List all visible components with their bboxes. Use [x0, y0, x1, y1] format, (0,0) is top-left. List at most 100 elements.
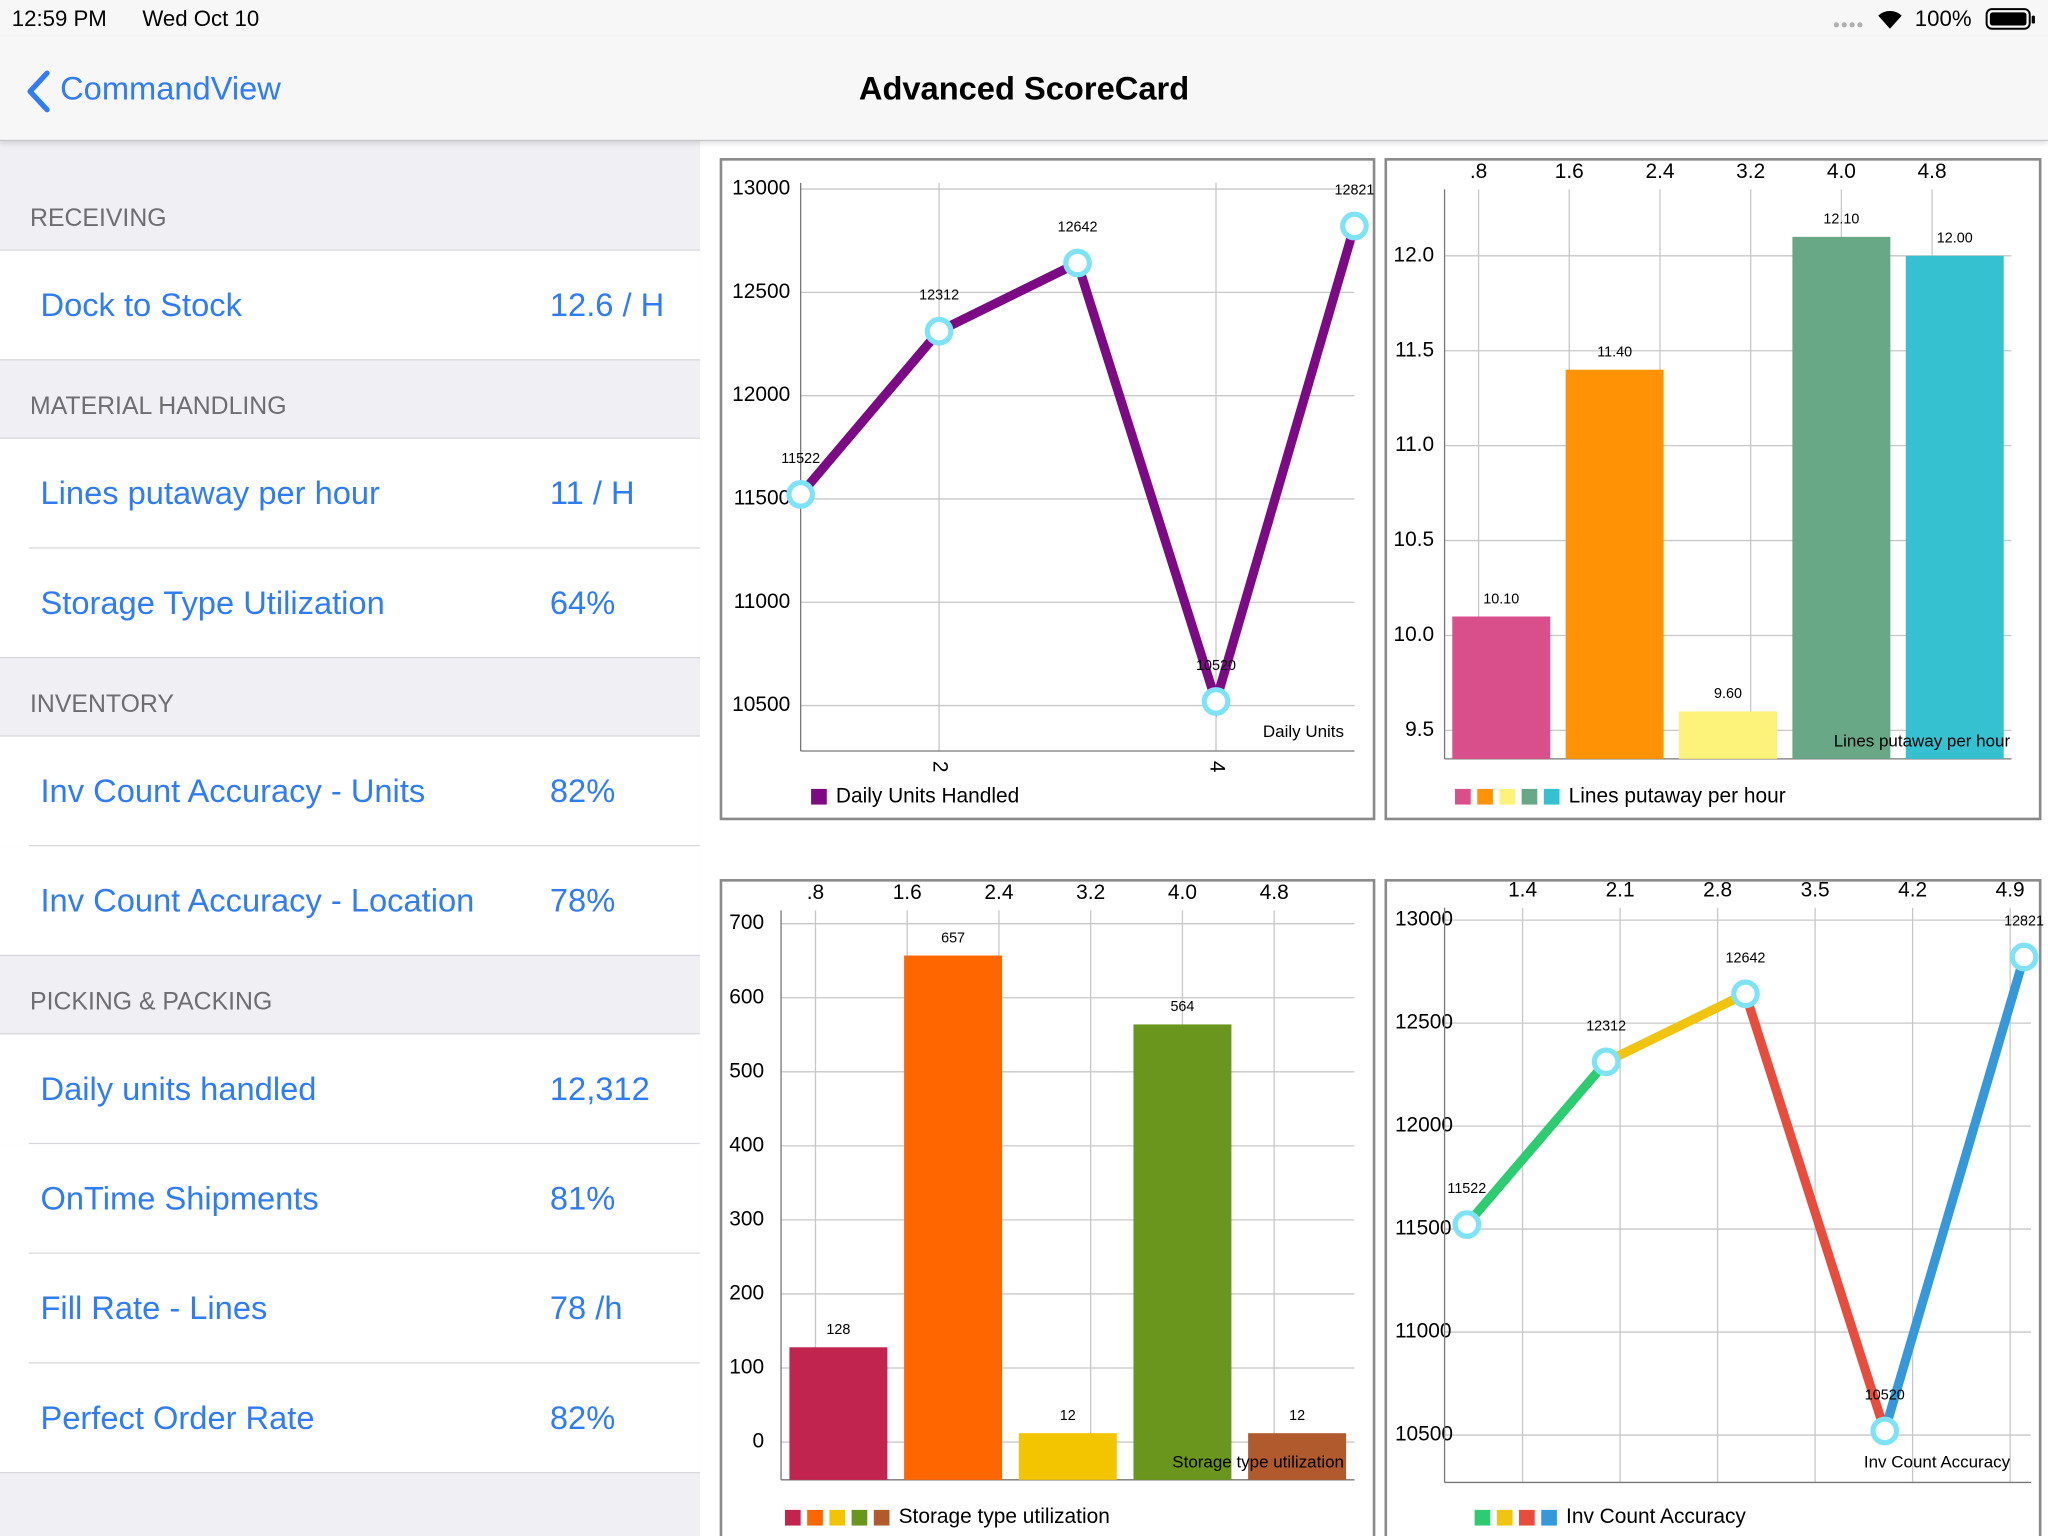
line-segment: [1741, 992, 1890, 1433]
row-label[interactable]: Fill Rate - Lines: [40, 1290, 268, 1328]
y-tick-label: 0: [752, 1430, 764, 1453]
row-label[interactable]: Dock to Stock: [40, 287, 242, 324]
separator: [28, 1142, 701, 1145]
bar: [789, 1347, 888, 1480]
x-tick-label: 1.6: [893, 881, 922, 904]
section-header: MATERIAL HANDLING: [0, 360, 701, 439]
y-tick-label: 500: [729, 1059, 764, 1082]
list-row[interactable]: Perfect Order Rate 82%: [0, 1363, 701, 1474]
sidebar: RECEIVING Dock to Stock 12.6 / H MATERIAL H…: [0, 139, 701, 1536]
legend-swatch: [1496, 1509, 1513, 1526]
row-label[interactable]: Perfect Order Rate: [40, 1400, 315, 1437]
row-value[interactable]: 82%: [549, 773, 616, 810]
point-marker: [1201, 687, 1231, 716]
x-tick-label: 3.2: [1736, 160, 1765, 183]
nav-title: Advanced ScoreCard: [858, 70, 1190, 108]
x-tick-label: 4.0: [1827, 160, 1856, 183]
back-chevron[interactable]: [24, 69, 53, 113]
legend-label: Lines putaway per hour: [1569, 784, 1786, 807]
row-value[interactable]: 12,312: [549, 1071, 650, 1108]
value-label: 12: [1289, 1408, 1305, 1424]
y-tick-label: 400: [729, 1133, 764, 1156]
date: Wed Oct 10: [142, 6, 260, 32]
legend-swatch: [1521, 788, 1538, 805]
row-value[interactable]: 82%: [549, 1400, 616, 1437]
row-value[interactable]: 78%: [549, 882, 616, 920]
x-tick-label: 1.6: [1555, 160, 1584, 183]
y-tick-label: 11500: [1395, 1217, 1452, 1240]
y-tick-label: 12000: [732, 383, 790, 406]
x-tick-label: 2: [929, 761, 952, 773]
value-label: 11522: [1447, 1181, 1486, 1197]
bar: [1133, 1024, 1232, 1480]
value-label: 12821: [2004, 914, 2044, 930]
row-value[interactable]: 78 /h: [549, 1290, 623, 1328]
bar: [904, 955, 1003, 1480]
row-value[interactable]: 81%: [549, 1180, 616, 1218]
point-marker: [2009, 942, 2039, 972]
value-label: 12312: [1586, 1018, 1626, 1034]
x-tick-label: .8: [807, 881, 824, 904]
bar: [1679, 711, 1777, 759]
value-label: 11.40: [1597, 345, 1632, 361]
value-label: 12821: [1334, 183, 1374, 199]
row-value[interactable]: 64%: [549, 585, 616, 622]
y-tick-label: 10.0: [1393, 623, 1434, 646]
separator: [0, 656, 701, 659]
back-button[interactable]: CommandView: [60, 70, 281, 108]
value-label: 9.60: [1714, 686, 1742, 702]
list-row[interactable]: Storage Type Utilization 64%: [0, 548, 701, 659]
row-label[interactable]: Daily units handled: [40, 1071, 317, 1108]
list-row[interactable]: Dock to Stock 12.6 / H: [0, 250, 701, 361]
separator: [28, 547, 701, 549]
status-icons: [1833, 10, 1902, 29]
battery-icon: [1985, 8, 2035, 30]
row-label[interactable]: Lines putaway per hour: [40, 475, 380, 512]
y-tick-label: 700: [729, 911, 764, 934]
y-tick-label: 11000: [734, 590, 791, 613]
value-label: 12: [1060, 1408, 1076, 1424]
legend-label: Inv Count Accuracy: [1566, 1505, 1746, 1528]
legend-swatch: [811, 788, 827, 805]
point-marker: [786, 480, 816, 509]
legend-swatch: [1499, 788, 1516, 805]
point-marker: [1870, 1416, 1900, 1446]
battery-text: 100%: [1914, 6, 1972, 32]
list-row[interactable]: Lines putaway per hour 11 / H: [0, 438, 701, 549]
value-label: 564: [1170, 999, 1194, 1015]
list-row[interactable]: Fill Rate - Lines 78 /h: [0, 1253, 701, 1364]
row-label[interactable]: Storage Type Utilization: [40, 585, 385, 622]
annotation: Inv Count Accuracy: [1864, 1452, 2011, 1471]
list-row[interactable]: Inv Count Accuracy - Location 78%: [0, 846, 701, 957]
y-tick-label: 11000: [1395, 1320, 1452, 1343]
legend-swatch: [1543, 788, 1560, 805]
separator: [28, 1252, 701, 1254]
value-label: 12.10: [1823, 212, 1859, 228]
row-label[interactable]: OnTime Shipments: [40, 1180, 319, 1218]
value-label: 12642: [1725, 950, 1765, 966]
separator: [0, 954, 701, 957]
section-header: PICKING & PACKING: [0, 956, 701, 1035]
y-tick-label: 12000: [1395, 1114, 1453, 1137]
list-row[interactable]: Daily units handled 12,312: [0, 1034, 701, 1145]
row-value[interactable]: 11 / H: [549, 475, 635, 512]
y-tick-label: 10500: [732, 693, 790, 716]
y-tick-label: 12.0: [1393, 243, 1434, 266]
row-value[interactable]: 12.6 / H: [549, 287, 665, 324]
x-tick-label: .8: [1470, 160, 1487, 183]
line-segment: [1463, 1058, 1610, 1228]
row-label[interactable]: Inv Count Accuracy - Location: [40, 882, 475, 920]
section-header: INVENTORY: [0, 658, 701, 737]
x-tick-label: 1.4: [1508, 878, 1537, 901]
row-label[interactable]: Inv Count Accuracy - Units: [40, 773, 426, 810]
list-row[interactable]: Inv Count Accuracy - Units 82%: [0, 736, 701, 847]
y-tick-label: 11.5: [1395, 338, 1434, 361]
value-label: 657: [941, 930, 965, 946]
chart-frame: [1384, 879, 2042, 1536]
x-tick-label: 4: [1205, 761, 1228, 773]
list-row[interactable]: OnTime Shipments 81%: [0, 1144, 701, 1254]
x-tick-label: 3.2: [1076, 881, 1105, 904]
legend-swatch: [807, 1509, 823, 1526]
legend-swatch: [829, 1509, 846, 1526]
